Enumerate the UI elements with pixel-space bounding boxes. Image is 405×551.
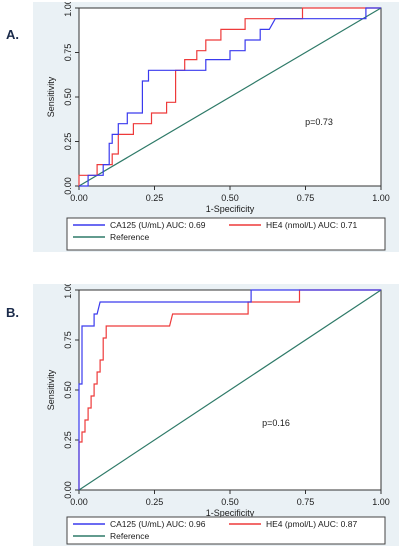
chart-b-legend-label-2: Reference — [110, 531, 149, 541]
chart-b-legend-label-0: CA125 (U/mL) AUC: 0.96 — [110, 519, 206, 529]
chart-b-x-tick-label: 0.00 — [70, 497, 88, 507]
chart-a-legend-label-2: Reference — [110, 232, 149, 242]
chart-b-y-tick-label: 0.50 — [63, 381, 73, 399]
chart-a-y-tick-label: 0.25 — [63, 133, 73, 151]
panel-a-label: A. — [6, 27, 19, 42]
chart-a: 0.00 0.25 0.50 0.75 1.00 0.00 0.25 0.50 0.75 1.00… — [33, 0, 399, 252]
chart-a-x-tick-label: 0.50 — [221, 193, 239, 203]
chart-a-y-tick-label: 0.50 — [63, 88, 73, 106]
chart-a-x-tick-label: 0.25 — [146, 193, 164, 203]
chart-b-legend — [66, 516, 386, 545]
chart-b-series-line-1 — [78, 289, 381, 490]
chart-a-series-line-1 — [78, 7, 381, 186]
chart-b: 0.00 0.25 0.50 0.75 1.00 0.00 0.25 0.50 0.75 1.00… — [33, 281, 399, 546]
chart-a-p-value: p=0.73 — [305, 117, 333, 127]
chart-b-y-tick-label: 1.00 — [63, 284, 73, 299]
chart-b-svg: 0.00 0.25 0.50 0.75 1.00 0.00 0.25 0.50 0.75 1.00… — [46, 281, 390, 545]
panel-b-label: B. — [6, 305, 19, 320]
chart-a-y-tick-label: 1.00 — [63, 2, 73, 17]
chart-a-y-axis-title: Sensitivity — [46, 76, 56, 117]
chart-a-x-tick-label: 0.00 — [70, 193, 88, 203]
chart-b-x-tick-label: 1.00 — [372, 497, 390, 507]
chart-a-y-tick-label: 0.00 — [63, 177, 73, 195]
chart-b-x-tick-label: 0.75 — [297, 497, 315, 507]
chart-b-x-tick-label: 0.25 — [146, 497, 164, 507]
chart-a-x-tick-label: 1.00 — [372, 193, 390, 203]
chart-a-series-line-0 — [79, 7, 381, 187]
chart-a-legend — [66, 217, 386, 251]
chart-a-y-tick-label: 0.75 — [63, 44, 73, 62]
chart-b-y-tick-label: 0.25 — [63, 431, 73, 449]
chart-a-x-tick-label: 0.75 — [297, 193, 315, 203]
chart-b-y-axis-title: Sensitivity — [46, 369, 56, 410]
chart-a-legend-label-0: CA125 (U/mL) AUC: 0.69 — [110, 220, 206, 230]
chart-b-series-line-0 — [78, 289, 381, 490]
chart-b-x-tick-label: 0.50 — [221, 497, 239, 507]
chart-a-series-line-2 — [78, 7, 382, 187]
chart-b-p-value: p=0.16 — [262, 418, 290, 428]
chart-a-x-axis-title: 1-Specificity — [206, 204, 255, 214]
chart-b-legend-label-1: HE4 (pmol/L) AUC: 0.87 — [266, 519, 357, 529]
chart-b-y-tick-label: 0.75 — [63, 331, 73, 349]
chart-b-y-tick-label: 0.00 — [63, 481, 73, 499]
chart-a-legend-label-1: HE4 (nmol/L) AUC: 0.71 — [266, 220, 357, 230]
chart-a-svg: 0.00 0.25 0.50 0.75 1.00 0.00 0.25 0.50 0.75 1.00… — [46, 0, 390, 251]
chart-b-x-axis-title: 1-Specificity — [206, 508, 255, 518]
chart-b-series-line-2 — [78, 289, 382, 491]
